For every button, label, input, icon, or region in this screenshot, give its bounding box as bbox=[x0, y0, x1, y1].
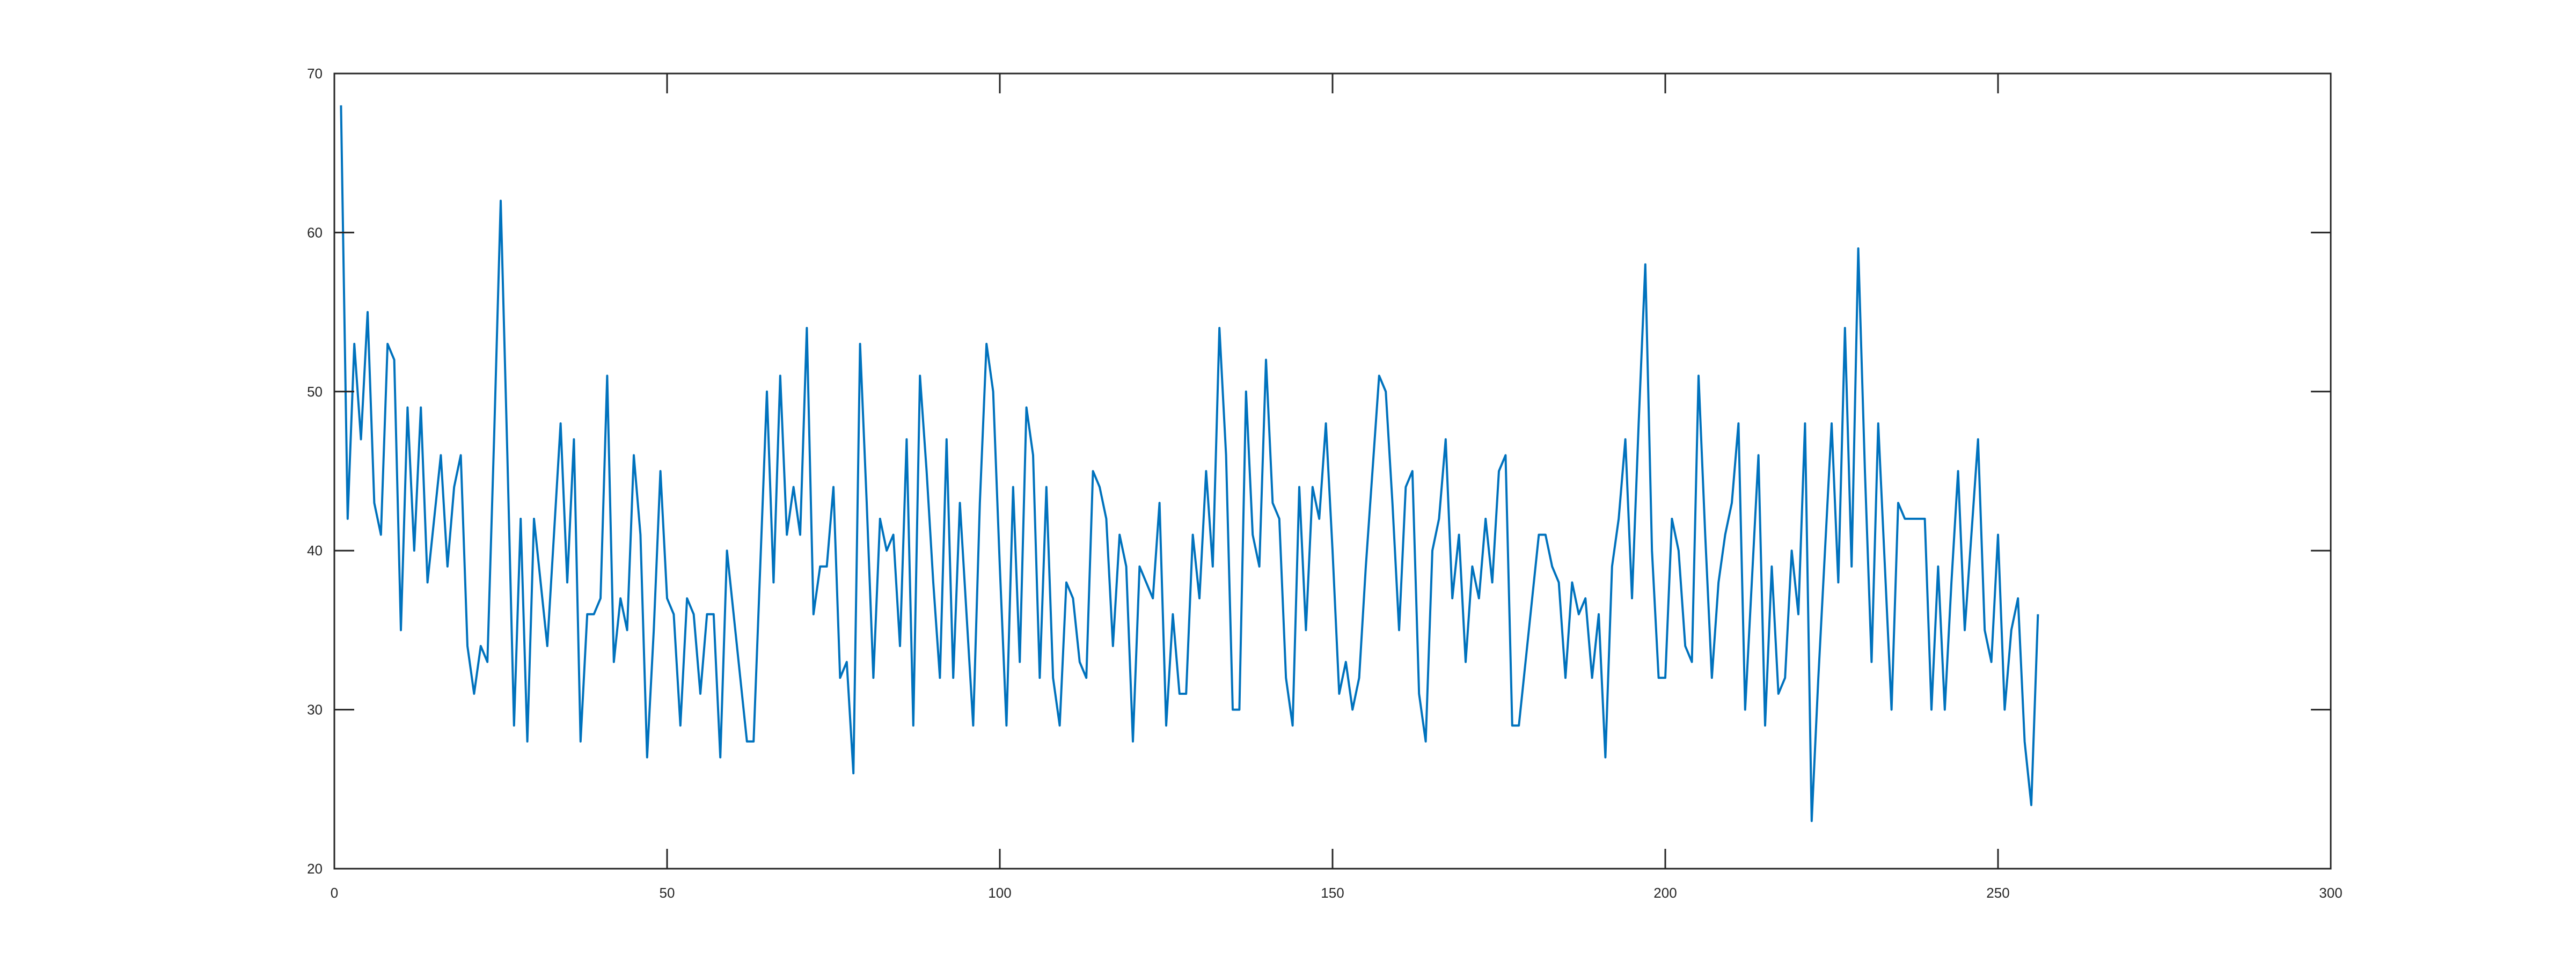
y-tick-label: 70 bbox=[307, 65, 323, 82]
x-tick-label: 300 bbox=[2319, 885, 2342, 901]
x-tick-label: 50 bbox=[660, 885, 675, 901]
y-tick-label: 20 bbox=[307, 861, 323, 877]
x-tick-label: 250 bbox=[1986, 885, 2009, 901]
plot-area bbox=[334, 74, 2331, 869]
y-tick-label: 60 bbox=[307, 224, 323, 240]
x-tick-label: 0 bbox=[331, 885, 338, 901]
x-tick-label: 100 bbox=[988, 885, 1011, 901]
x-tick-label: 200 bbox=[1653, 885, 1677, 901]
data-series-line bbox=[340, 105, 2039, 823]
y-tick-label: 50 bbox=[307, 384, 323, 400]
x-tick-label: 150 bbox=[1321, 885, 1344, 901]
y-tick-label: 30 bbox=[307, 702, 323, 718]
y-tick-label: 40 bbox=[307, 542, 323, 559]
